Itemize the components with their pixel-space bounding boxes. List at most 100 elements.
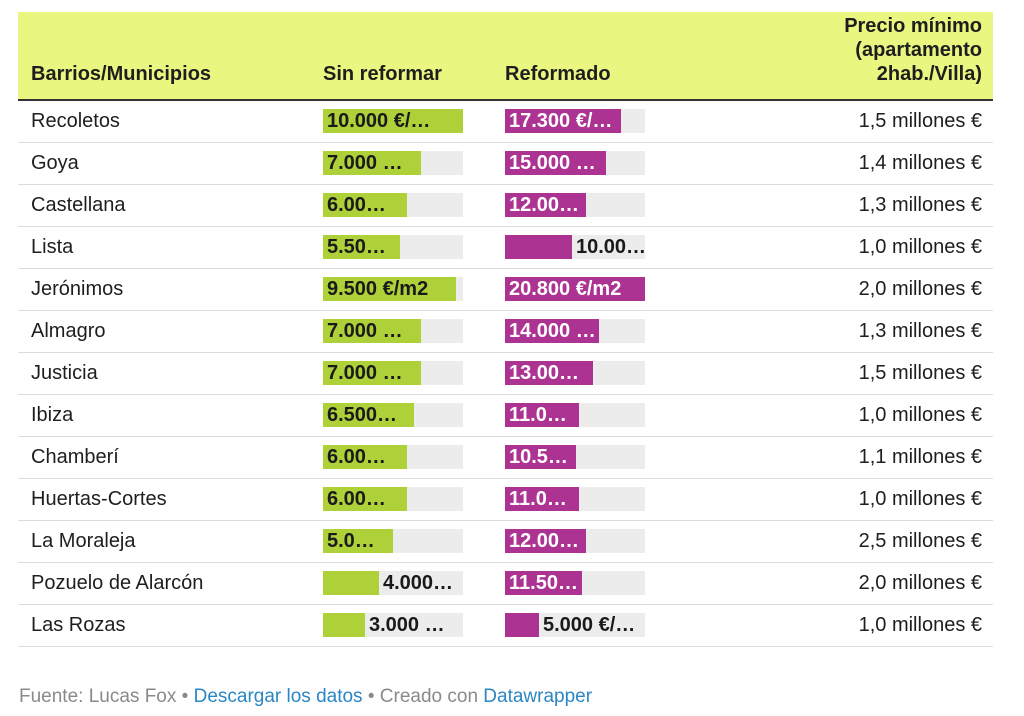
reformado-cell: 11.50…: [505, 562, 677, 604]
row-name: La Moraleja: [31, 529, 136, 552]
price-table: Barrios/Municipios Sin reformar Reformad…: [18, 12, 993, 647]
reformado-bar: [505, 487, 579, 511]
reformado-bar: [505, 613, 539, 637]
datawrapper-link[interactable]: Datawrapper: [483, 686, 593, 707]
row-name: Las Rozas: [31, 613, 126, 636]
sin-reformar-value-label: 7.000 …: [327, 362, 403, 384]
row-precio-minimo: 1,0 millones €: [858, 613, 982, 636]
sin-reformar-bar: [323, 445, 407, 469]
header-sin-reformar[interactable]: Sin reformar: [323, 12, 505, 101]
header-precio-minimo-line-1: Precio mínimo: [844, 15, 982, 37]
sin-reformar-value-label: 10.000 €/…: [327, 110, 431, 133]
header-barrios[interactable]: Barrios/Municipios: [18, 12, 323, 101]
sin-reformar-cell: 7.000 …: [323, 352, 505, 394]
sin-reformar-cell: 6.00…: [323, 184, 505, 226]
header-reformado[interactable]: Reformado: [505, 12, 677, 101]
row-precio-minimo: 1,3 millones €: [858, 319, 982, 342]
row-name: Pozuelo de Alarcón: [31, 571, 204, 594]
sin-reformar-value-label: 4.000…: [383, 572, 454, 594]
sin-reformar-bar-track: 7.000 …: [323, 319, 463, 343]
sin-reformar-bar-track: 6.500…: [323, 403, 463, 427]
footer-source: Fuente: Lucas Fox: [19, 686, 177, 707]
table-row: Las Rozas 3.000 … 5.000 €/… 1,0 millones €: [18, 604, 993, 646]
table-row: Huertas-Cortes 6.00… 11.0… 1,0 millones €: [18, 478, 993, 520]
reformado-value-label: 12.00…: [509, 194, 580, 216]
reformado-bar: [505, 193, 586, 217]
reformado-bar-track: 15.000 …: [505, 151, 645, 175]
reformado-cell: 10.00…: [505, 226, 677, 268]
reformado-bar: [505, 109, 621, 134]
table-header: Barrios/Municipios Sin reformar Reformad…: [18, 12, 993, 101]
sin-reformar-bar-track: 6.00…: [323, 487, 463, 511]
table-row: Chamberí 6.00… 10.5… 1,1 millones €: [18, 436, 993, 478]
reformado-bar: [505, 277, 645, 301]
reformado-bar-track: 11.0…: [505, 403, 645, 427]
row-name: Chamberí: [31, 445, 119, 468]
table-row: Pozuelo de Alarcón 4.000… 11.50… 2,0 millon…: [18, 562, 993, 604]
table-body: Recoletos 10.000 €/… 17.300 €/… 1,5 millone…: [18, 100, 993, 646]
row-precio-minimo: 2,0 millones €: [858, 571, 982, 594]
sin-reformar-bar-track: 3.000 …: [323, 613, 463, 637]
sin-reformar-bar-track: 5.0…: [323, 529, 463, 553]
sin-reformar-bar: [323, 151, 421, 175]
reformado-bar-track: 11.50…: [505, 571, 645, 595]
table-row: Goya 7.000 … 15.000 … 1,4 millones €: [18, 142, 993, 184]
sin-reformar-bar: [323, 361, 421, 385]
reformado-cell: 11.0…: [505, 478, 677, 520]
row-name: Justicia: [31, 361, 98, 384]
sin-reformar-bar-track: 5.50…: [323, 235, 463, 259]
footer-separator-2: •: [362, 686, 380, 707]
row-precio-minimo: 2,0 millones €: [858, 277, 982, 300]
sin-reformar-cell: 7.000 …: [323, 142, 505, 184]
sin-reformar-value-label: 7.000 …: [327, 320, 403, 342]
download-data-link[interactable]: Descargar los datos: [193, 686, 363, 707]
reformado-bar-track: 14.000 …: [505, 319, 645, 343]
reformado-cell: 11.0…: [505, 394, 677, 436]
sin-reformar-bar: [323, 193, 407, 217]
row-name: Lista: [31, 235, 74, 258]
row-precio-minimo: 1,5 millones €: [858, 109, 982, 132]
reformado-cell: 15.000 …: [505, 142, 677, 184]
header-precio-minimo[interactable]: Precio mínimo (apartamento 2hab./Villa): [677, 12, 993, 101]
reformado-bar: [505, 151, 606, 175]
sin-reformar-value-label: 6.00…: [327, 446, 386, 468]
reformado-value-label: 10.5…: [509, 446, 568, 468]
footer-separator-1: •: [176, 686, 194, 707]
header-row: Barrios/Municipios Sin reformar Reformad…: [18, 12, 993, 101]
row-name: Castellana: [31, 193, 126, 216]
reformado-cell: 20.800 €/m2: [505, 268, 677, 310]
reformado-value-label: 10.00…: [576, 236, 647, 258]
reformado-cell: 5.000 €/…: [505, 604, 677, 646]
table-row: Ibiza 6.500… 11.0… 1,0 millones €: [18, 394, 993, 436]
reformado-value-label: 11.0…: [509, 488, 567, 510]
row-precio-minimo: 1,5 millones €: [858, 361, 982, 384]
sin-reformar-bar-track: 6.00…: [323, 193, 463, 217]
reformado-value-label: 20.800 €/m2: [509, 278, 622, 300]
reformado-cell: 14.000 …: [505, 310, 677, 352]
sin-reformar-cell: 6.00…: [323, 478, 505, 520]
sin-reformar-cell: 9.500 €/m2: [323, 268, 505, 310]
reformado-value-label: 14.000 …: [509, 320, 596, 342]
row-name: Jerónimos: [31, 277, 124, 300]
sin-reformar-bar-track: 6.00…: [323, 445, 463, 469]
reformado-bar-track: 20.800 €/m2: [505, 277, 645, 301]
header-precio-minimo-line-3: 2hab./Villa): [876, 63, 982, 85]
reformado-value-label: 17.300 €/…: [509, 110, 613, 133]
row-name: Almagro: [31, 319, 106, 342]
table-row: Jerónimos 9.500 €/m2 20.800 €/m2 2,0 millon…: [18, 268, 993, 310]
sin-reformar-cell: 5.0…: [323, 520, 505, 562]
reformado-value-label: 11.0…: [509, 404, 567, 426]
reformado-cell: 12.00…: [505, 184, 677, 226]
sin-reformar-bar-track: 10.000 €/…: [323, 109, 463, 134]
sin-reformar-bar-track: 7.000 …: [323, 361, 463, 385]
row-precio-minimo: 2,5 millones €: [858, 529, 982, 552]
reformado-bar-track: 13.00…: [505, 361, 645, 385]
sin-reformar-cell: 6.500…: [323, 394, 505, 436]
row-name: Huertas-Cortes: [31, 487, 167, 510]
reformado-bar-track: 5.000 €/…: [505, 613, 645, 637]
table-row: La Moraleja 5.0… 12.00… 2,5 millones €: [18, 520, 993, 562]
table-row: Lista 5.50… 10.00… 1,0 millones €: [18, 226, 993, 268]
sin-reformar-bar: [323, 403, 414, 427]
sin-reformar-cell: 6.00…: [323, 436, 505, 478]
row-precio-minimo: 1,4 millones €: [858, 151, 982, 174]
